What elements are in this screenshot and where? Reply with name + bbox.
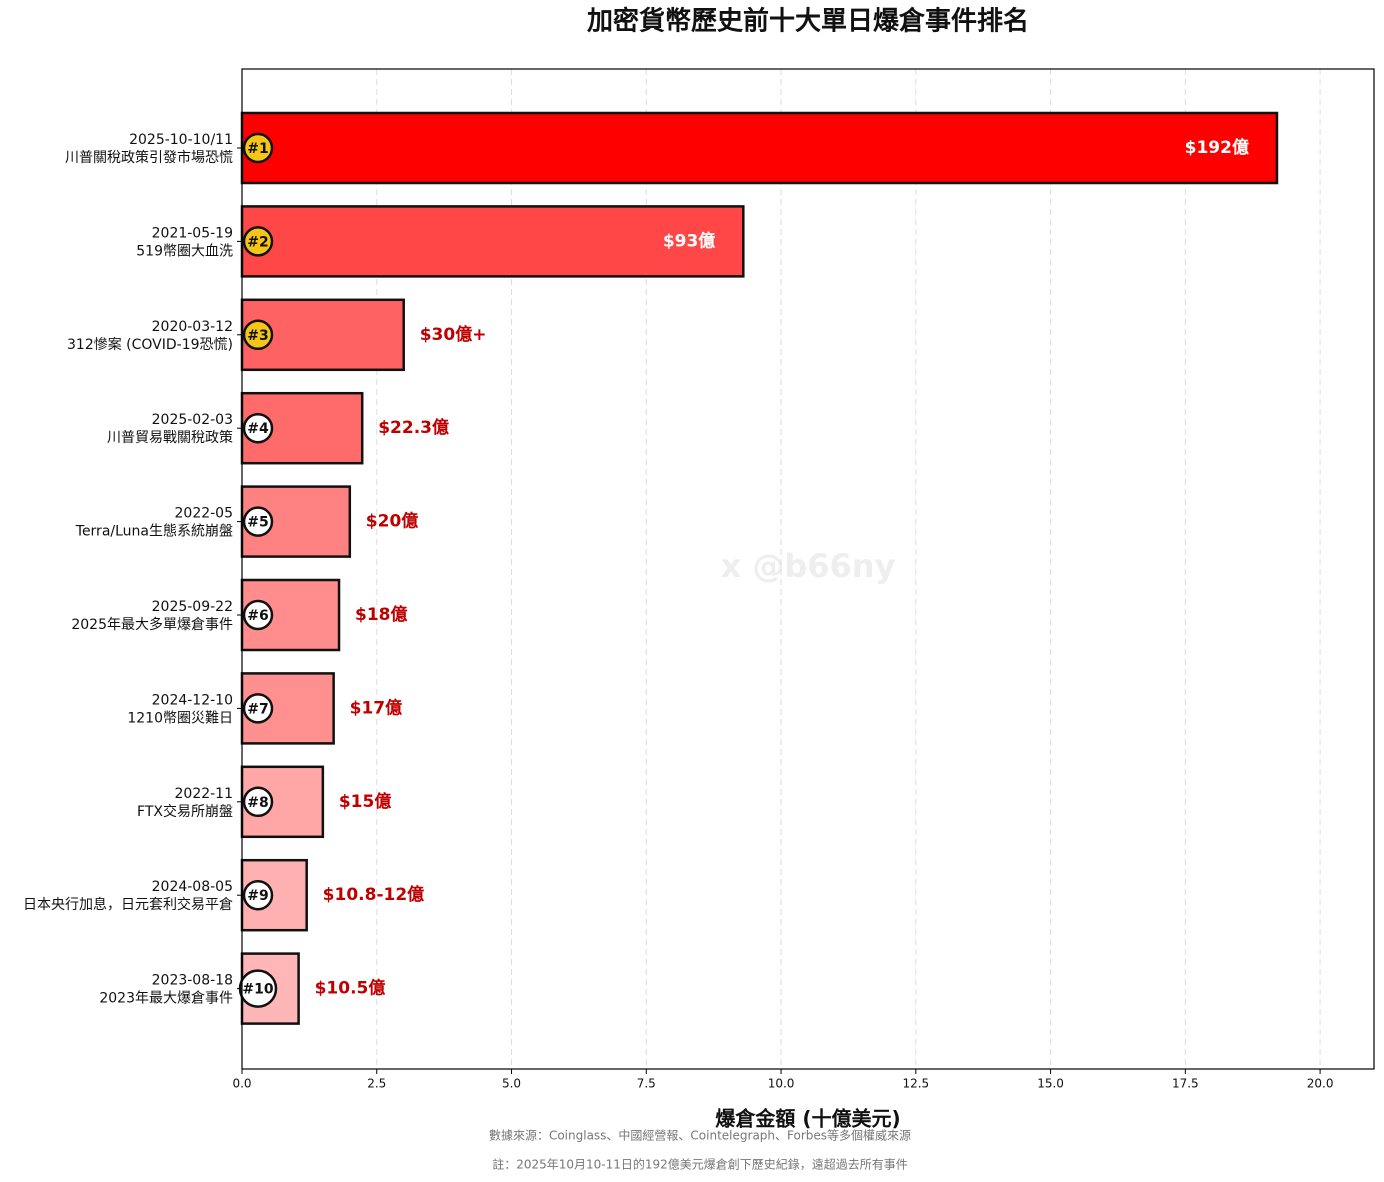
x-tick-label: 12.5 (902, 1077, 929, 1091)
rank-label: #4 (247, 421, 269, 437)
x-axis-label: 爆倉金額 (十億美元) (715, 1107, 900, 1131)
y-tick-label: Terra/Luna生態系統崩盤 (75, 524, 233, 540)
rank-label: #1 (247, 141, 268, 157)
y-tick-label: 川普貿易戰關稅政策 (107, 429, 233, 446)
value-label: $15億 (339, 791, 392, 812)
y-tick-label: 312慘案 (COVID-19恐慌) (67, 336, 233, 353)
rank-badge (242, 506, 274, 537)
value-label: $30億+ (420, 324, 487, 345)
y-tick-label: FTX交易所崩盤 (137, 803, 233, 820)
value-label: $20億 (366, 511, 419, 532)
rank-badge (242, 132, 274, 164)
rank-label: #9 (247, 888, 268, 904)
y-tick-label: 2021-05-19 (152, 225, 233, 241)
y-tick-label: 2025-10-10/11 (129, 132, 233, 148)
x-tick-label: 15.0 (1037, 1077, 1064, 1091)
bar (240, 111, 1279, 185)
rank-label: #8 (247, 795, 268, 811)
x-tick-label: 20.0 (1307, 1077, 1334, 1091)
x-tick-label: 0.0 (232, 1077, 251, 1091)
rank-badge (242, 412, 274, 444)
value-label: $17億 (350, 697, 403, 718)
rank-badge (242, 786, 274, 818)
x-tick-label: 17.5 (1172, 1077, 1199, 1091)
rank-label: #6 (247, 608, 268, 624)
chart-title: 加密貨幣歷史前十大單日爆倉事件排名 (587, 6, 1029, 37)
value-label: $10.5億 (315, 978, 386, 999)
rank-label: #3 (247, 328, 268, 344)
y-tick-label: 2022-11 (175, 786, 234, 802)
bar (240, 205, 745, 278)
y-tick-label: 日本央行加息，日元套利交易平倉 (23, 896, 233, 913)
footnote: 註：2025年10月10-11日的192億美元爆倉創下歷史紀錄，遠超過去所有事件 (492, 1157, 908, 1172)
rank-label: #10 (242, 982, 273, 998)
rank-badge (242, 693, 274, 724)
value-label: $93億 (663, 230, 716, 251)
value-label: $22.3億 (378, 417, 449, 438)
y-tick-label: 2020-03-12 (152, 319, 233, 335)
y-tick-label: 2023年最大爆倉事件 (99, 991, 233, 1007)
y-tick-label: 2025-02-03 (152, 412, 233, 428)
rank-badge (242, 879, 274, 911)
y-tick-label: 519幣圈大血洗 (136, 243, 233, 259)
value-label: $18億 (355, 604, 408, 625)
y-tick-label: 2024-08-05 (152, 879, 233, 895)
rank-label: #2 (247, 234, 268, 250)
y-tick-label: 1210幣圈災難日 (127, 710, 233, 726)
y-tick-label: 川普關稅政策引發市場恐慌 (65, 149, 233, 166)
footnote: 數據來源：Coinglass、中國經營報、Cointelegraph、Forbe… (489, 1128, 911, 1143)
plot-frame (241, 68, 1375, 1070)
y-tick-label: 2024-12-10 (152, 692, 233, 708)
rank-label: #7 (247, 701, 268, 717)
rank-label: #5 (247, 515, 268, 531)
rank-badge (242, 599, 274, 631)
y-tick-label: 2023-08-18 (152, 973, 233, 989)
x-tick-label: 10.0 (768, 1077, 795, 1091)
value-label: $192億 (1185, 137, 1249, 158)
x-tick-label: 7.5 (637, 1077, 656, 1091)
y-tick-label: 2022-05 (175, 506, 234, 522)
watermark: x @b66ny (721, 547, 896, 585)
rank-badge (242, 226, 274, 257)
value-label: $10.8-12億 (323, 884, 425, 905)
rank-badge (242, 319, 274, 351)
x-tick-label: 2.5 (367, 1077, 386, 1091)
y-tick-label: 2025年最大多單爆倉事件 (71, 616, 233, 633)
y-tick-label: 2025-09-22 (152, 599, 233, 615)
x-tick-label: 5.0 (502, 1077, 521, 1091)
